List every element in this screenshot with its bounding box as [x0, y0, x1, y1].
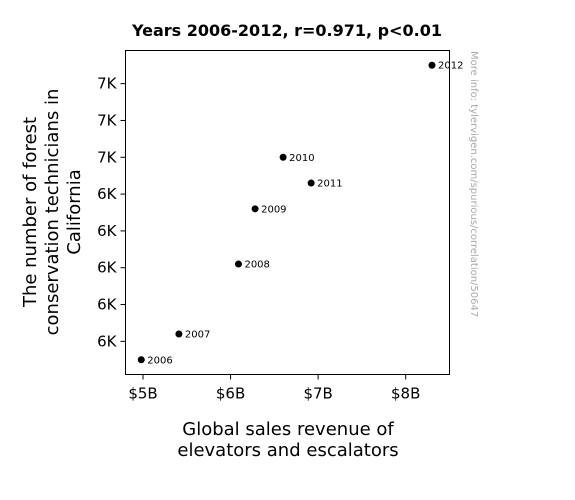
x-axis-label-line: Global sales revenue of [182, 419, 394, 440]
x-tick-label: $6B [216, 385, 245, 403]
data-point-label: 2007 [185, 330, 210, 341]
data-point [251, 205, 259, 213]
data-point-label: 2012 [438, 61, 463, 72]
x-axis-ticks: $5B $6B $7B $8B [128, 374, 420, 403]
y-tick-label: 6K [97, 222, 118, 240]
y-axis-label-line: California [64, 169, 85, 254]
x-axis-label-line: elevators and escalators [177, 440, 398, 461]
y-tick-label: 6K [97, 259, 118, 277]
y-tick-label: 7K [97, 148, 118, 166]
y-tick-label: 7K [97, 75, 118, 93]
y-tick-label: 6K [97, 296, 118, 314]
data-point [279, 153, 287, 161]
y-axis-label-line: conservation technicians in [42, 89, 63, 336]
x-tick-label: $7B [303, 385, 332, 403]
watermark-text: More info: tylervigen.com/spurious/corre… [468, 51, 479, 317]
chart-title: Years 2006-2012, r=0.971, p<0.01 [131, 21, 442, 40]
y-axis-label: The number of forest conservation technic… [20, 89, 85, 336]
x-tick-label: $8B [391, 385, 420, 403]
data-point [428, 61, 436, 69]
y-tick-label: 6K [97, 332, 118, 350]
data-point-label: 2010 [289, 153, 314, 164]
y-axis-label-line: The number of forest [20, 117, 41, 308]
plot-area-frame [125, 50, 450, 375]
data-point-label: 2009 [261, 204, 286, 215]
x-tick-label: $5B [128, 385, 157, 403]
data-point-label: 2006 [147, 355, 172, 366]
data-point [175, 330, 183, 338]
data-point [137, 356, 145, 364]
y-axis-ticks: 6K 6K 6K 6K 6K 7K 7K 7K [97, 75, 126, 350]
y-tick-label: 6K [97, 185, 118, 203]
data-point-label: 2011 [317, 179, 342, 190]
data-points: 2006 2007 2008 2009 2010 2011 2012 [137, 61, 463, 366]
y-tick-label: 7K [97, 111, 118, 129]
data-point-label: 2008 [244, 260, 269, 271]
data-point [307, 179, 315, 187]
data-point [234, 260, 242, 268]
